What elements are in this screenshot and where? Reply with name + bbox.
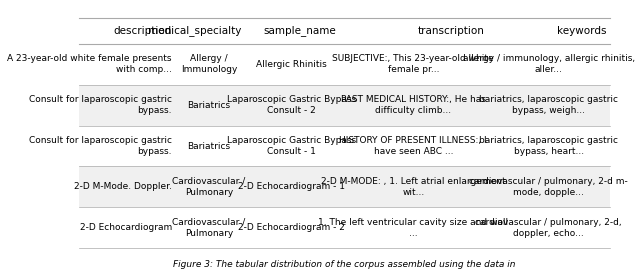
Text: 2-D Echocardiogram - 1: 2-D Echocardiogram - 1 (238, 182, 345, 191)
Text: Bariatrics: Bariatrics (188, 101, 230, 110)
Text: transcription: transcription (418, 26, 485, 36)
Text: allergy / immunology, allergic rhinitis,
aller...: allergy / immunology, allergic rhinitis,… (463, 54, 635, 74)
Text: HISTORY OF PRESENT ILLNESS:, I
have seen ABC ...: HISTORY OF PRESENT ILLNESS:, I have seen… (339, 136, 487, 156)
Bar (79, 166, 609, 207)
Text: keywords: keywords (557, 26, 607, 36)
Text: Consult for laparoscopic gastric
bypass.: Consult for laparoscopic gastric bypass. (29, 95, 172, 115)
Text: Cardiovascular /
Pulmonary: Cardiovascular / Pulmonary (172, 218, 246, 238)
Text: SUBJECTIVE:, This 23-year-old white
female pr...: SUBJECTIVE:, This 23-year-old white fema… (333, 54, 494, 74)
Text: cardiovascular / pulmonary, 2-d m-
mode, dopple...: cardiovascular / pulmonary, 2-d m- mode,… (469, 177, 628, 197)
Text: medical_specialty: medical_specialty (147, 25, 241, 36)
Text: 2-D Echocardiogram: 2-D Echocardiogram (79, 223, 172, 232)
Text: 2-D M-Mode. Doppler.: 2-D M-Mode. Doppler. (74, 182, 172, 191)
Text: bariatrics, laparoscopic gastric
bypass, heart...: bariatrics, laparoscopic gastric bypass,… (479, 136, 618, 156)
Bar (79, 125, 609, 166)
Text: Allergic Rhinitis: Allergic Rhinitis (256, 60, 326, 69)
Text: 2-D M-MODE: , 1. Left atrial enlargement
wit...: 2-D M-MODE: , 1. Left atrial enlargement… (321, 177, 506, 197)
Text: cardiovascular / pulmonary, 2-d,
doppler, echo...: cardiovascular / pulmonary, 2-d, doppler… (476, 218, 622, 238)
Text: Laparoscopic Gastric Bypass
Consult - 1: Laparoscopic Gastric Bypass Consult - 1 (227, 136, 356, 156)
Bar (79, 18, 609, 44)
Text: A 23-year-old white female presents
with comp...: A 23-year-old white female presents with… (8, 54, 172, 74)
Text: 2-D Echocardiogram - 2: 2-D Echocardiogram - 2 (238, 223, 345, 232)
Text: Cardiovascular /
Pulmonary: Cardiovascular / Pulmonary (172, 177, 246, 197)
Text: Allergy /
Immunology: Allergy / Immunology (181, 54, 237, 74)
Text: PAST MEDICAL HISTORY:, He has
difficulty climb...: PAST MEDICAL HISTORY:, He has difficulty… (341, 95, 486, 115)
Text: Figure 3: The tabular distribution of the corpus assembled using the data in: Figure 3: The tabular distribution of th… (173, 260, 516, 269)
Text: sample_name: sample_name (264, 25, 337, 36)
Text: Bariatrics: Bariatrics (188, 142, 230, 150)
Text: description: description (113, 26, 172, 36)
Text: 1. The left ventricular cavity size and wall
...: 1. The left ventricular cavity size and … (318, 218, 508, 238)
Bar (79, 85, 609, 125)
Text: Laparoscopic Gastric Bypass
Consult - 2: Laparoscopic Gastric Bypass Consult - 2 (227, 95, 356, 115)
Bar (79, 44, 609, 85)
Text: Consult for laparoscopic gastric
bypass.: Consult for laparoscopic gastric bypass. (29, 136, 172, 156)
Text: bariatrics, laparoscopic gastric
bypass, weigh...: bariatrics, laparoscopic gastric bypass,… (479, 95, 618, 115)
Bar (79, 207, 609, 248)
